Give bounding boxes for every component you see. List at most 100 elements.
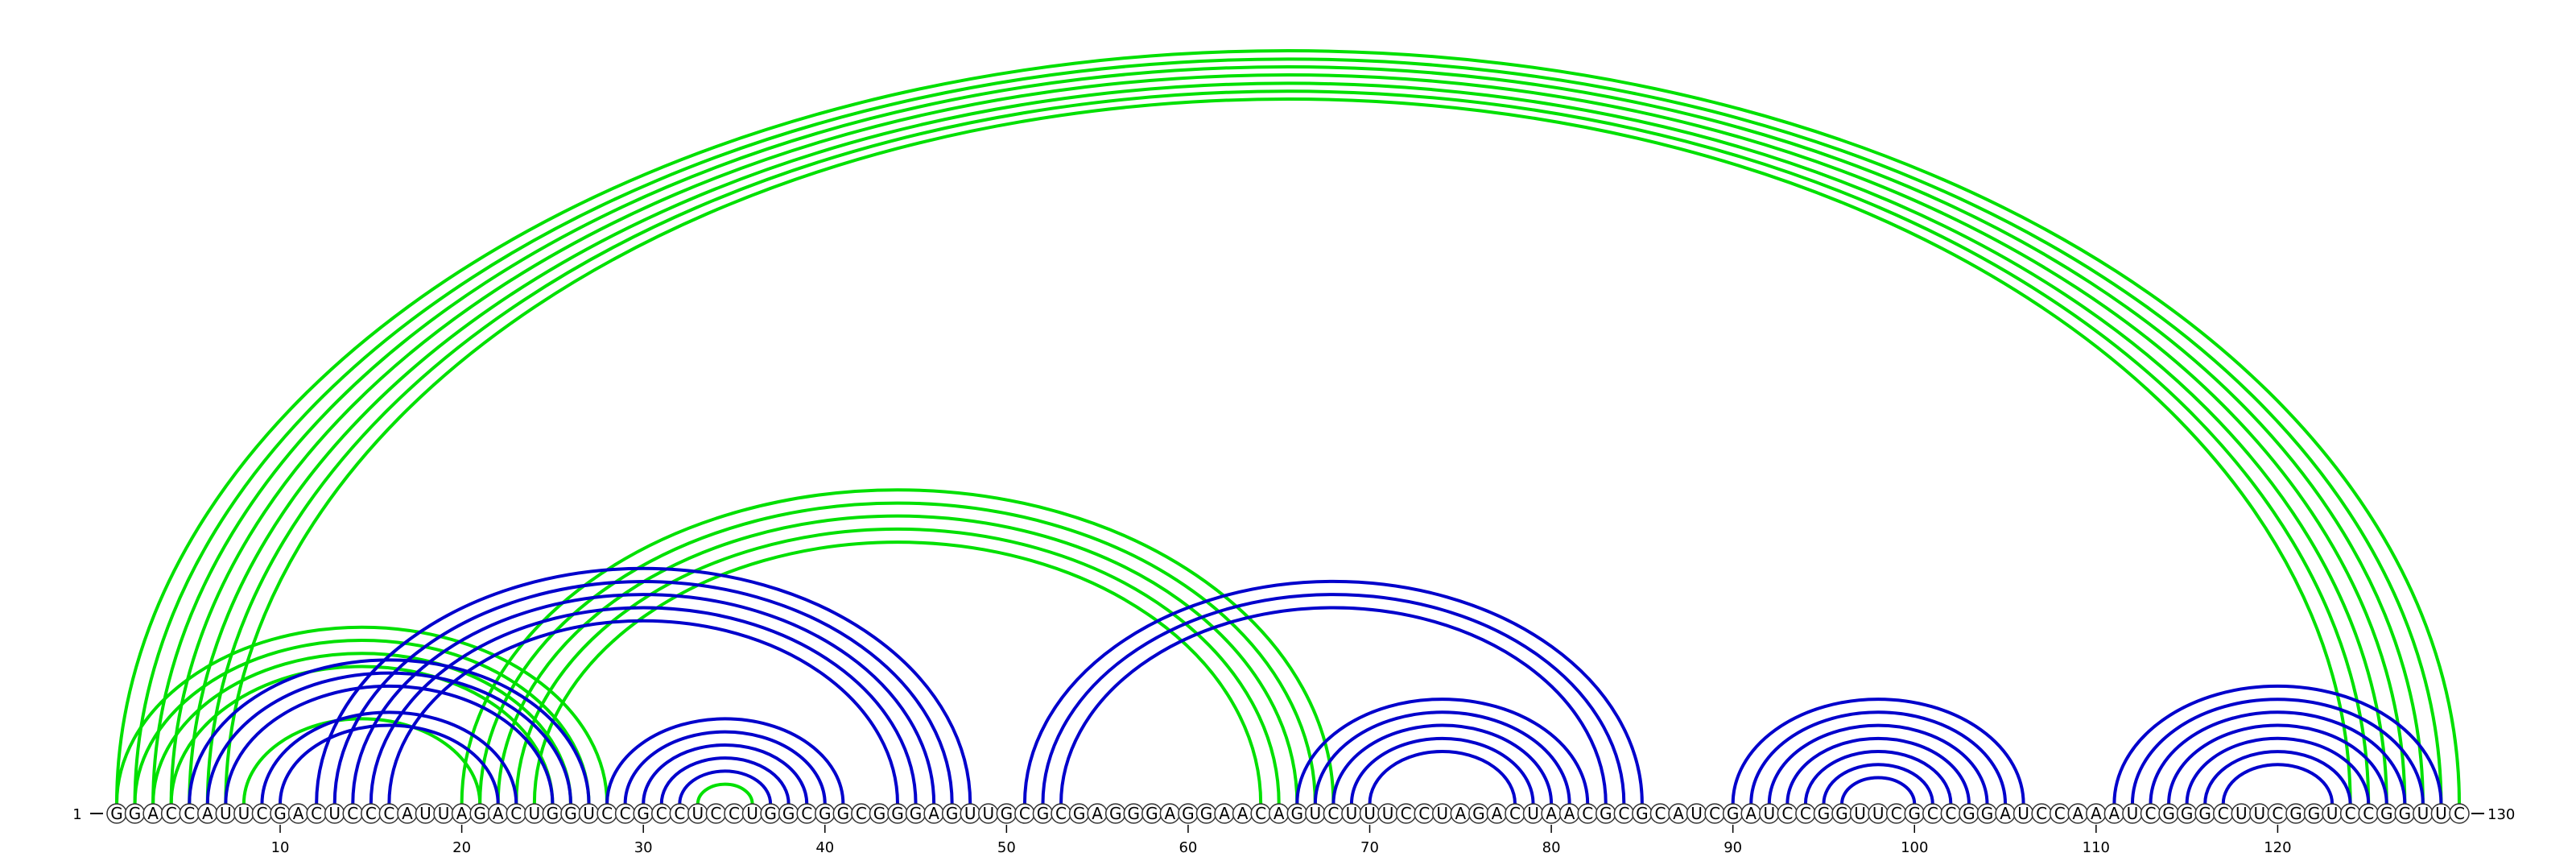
nucleotide-letter: C	[1654, 804, 1666, 823]
nucleotide-letter: G	[274, 804, 287, 823]
nucleotide-letter: C	[2145, 804, 2157, 823]
nucleotide-letter: G	[2198, 804, 2211, 823]
nucleotide-letter: C	[1945, 804, 1956, 823]
nucleotide-letter: G	[1109, 804, 1122, 823]
nucleotide-letter: G	[1472, 804, 1485, 823]
arc-blue_left-7-25	[224, 684, 555, 805]
nucleotide-letter: C	[601, 804, 613, 823]
nucleotide-letter: A	[1745, 804, 1757, 823]
arc-blue_cross-12-48	[315, 567, 972, 805]
nucleotide-letter: G	[1818, 804, 1831, 823]
arc-blue_h90-94-102	[1803, 750, 1953, 805]
nucleotide-letter: U	[220, 804, 232, 823]
nucleotide-letter: G	[637, 804, 650, 823]
nucleotide-letter: U	[1690, 804, 1703, 823]
arc-blue_left-9-23	[260, 710, 518, 805]
nucleotide-letter: G	[1146, 804, 1158, 823]
nucleotide-letter: U	[2326, 804, 2339, 823]
tick-label: 120	[2264, 839, 2291, 856]
arc-blue_cross-14-46	[351, 593, 936, 805]
arc-blue_h70-66-82	[1295, 698, 1590, 805]
nucleotide-letter: A	[1492, 804, 1503, 823]
nucleotide-letter: C	[856, 804, 867, 823]
nucleotide-letter: C	[1927, 804, 1938, 823]
nucleotide-letter: G	[129, 804, 142, 823]
nucleotide-letter: C	[1401, 804, 1412, 823]
arc-green_outer-3-128	[151, 64, 2425, 805]
nucleotide-letter: U	[1382, 804, 1394, 823]
nucleotide-letter: A	[402, 804, 413, 823]
arc-green_cross-22-66	[496, 514, 1299, 805]
nucleotide-letter: U	[1763, 804, 1775, 823]
arc-blue_small-31-38	[659, 756, 791, 805]
nucleotide-circle	[2449, 803, 2470, 824]
nucleotide-letter: G	[2162, 804, 2175, 823]
tick-label: 100	[1901, 839, 1928, 856]
nucleotide-letter: G	[782, 804, 795, 823]
nucleotide-letter: U	[2254, 804, 2266, 823]
nucleotide-letter: C	[2454, 804, 2465, 823]
tick-label: 30	[634, 839, 653, 856]
nucleotide-letter: C	[729, 804, 740, 823]
tick-label: 60	[1179, 839, 1197, 856]
arc-green_outer-5-126	[188, 82, 2388, 805]
arc-blue_small-30-39	[642, 743, 809, 805]
arc-green_mid-3-26	[151, 652, 572, 805]
arc-green_cross-21-67	[478, 501, 1317, 805]
nucleotide-letter: C	[1800, 804, 1811, 823]
tick-label: 70	[1360, 839, 1379, 856]
nucleotide-letter: G	[1600, 804, 1612, 823]
arc-blue_cross-15-45	[369, 606, 918, 805]
arc-blue_h120-117-123	[2221, 763, 2334, 805]
arc-blue_h70-70-78	[1368, 750, 1517, 805]
start-label: 1	[72, 806, 81, 823]
nucleotide-letter: U	[529, 804, 541, 823]
nucleotide-letter: G	[1636, 804, 1649, 823]
nucleotide-letter: A	[1673, 804, 1684, 823]
nucleotide-letter: U	[1436, 804, 1448, 823]
nucleotide-letter: U	[692, 804, 704, 823]
arc-blue_cross-13-47	[332, 580, 954, 805]
ticks-layer: 10 20 30 40 50 60 70 80 90 100 110 120	[271, 825, 2292, 856]
nucleotide-letter: C	[184, 804, 195, 823]
nucleotide-letter: U	[746, 804, 758, 823]
arc-blue_h70-67-81	[1313, 710, 1571, 805]
nucleotide-letter: G	[110, 804, 123, 823]
nucleotide-letter: C	[656, 804, 667, 823]
nucleotide-letter: A	[1165, 804, 1176, 823]
nucleotide-letter: C	[1709, 804, 1720, 823]
nucleotide-letter: G	[1909, 804, 1922, 823]
arc-green_outer-7-124	[224, 97, 2352, 805]
arc-green_mid-2-27	[133, 638, 591, 805]
arc-blue_right-51-85	[1025, 582, 1642, 804]
arc-blue_right-52-84	[1041, 593, 1626, 805]
nucleotide-letter: A	[1092, 804, 1103, 823]
arc-blue_h90-93-103	[1785, 737, 1971, 805]
nucleotide-letter: C	[365, 804, 377, 823]
nucleotide-letter: A	[1219, 804, 1230, 823]
nucleotide-letter: C	[510, 804, 522, 823]
nucleotide-letter: U	[2417, 804, 2429, 823]
nucleotide-letter: U	[2127, 804, 2139, 823]
nucleotide-letter: C	[1418, 804, 1430, 823]
nucleotide-letter: C	[1019, 804, 1030, 823]
arc-green_outer-1-130	[115, 49, 2461, 805]
nucleotide-letter: C	[1055, 804, 1067, 823]
arc-blue_left-5-27	[188, 658, 591, 805]
nucleotide-letter: G	[1128, 804, 1141, 823]
nucleotide-letter: C	[383, 804, 394, 823]
nucleotide-letter: A	[2000, 804, 2011, 823]
nucleotide-letter: A	[1546, 804, 1557, 823]
nucleotide-letter: C	[1781, 804, 1793, 823]
nucleotide-letter: G	[1073, 804, 1086, 823]
arc-blue_h120-116-124	[2203, 750, 2352, 805]
end-label: 130	[2487, 806, 2515, 823]
arc-blue_h90-90-106	[1731, 698, 2025, 805]
arc-blue_small-29-40	[623, 730, 827, 805]
nucleotide-letter: C	[2272, 804, 2283, 823]
arc-blue_h120-113-127	[2149, 710, 2407, 805]
nucleotide-letter: G	[837, 804, 850, 823]
nucleotide-letter: U	[438, 804, 450, 823]
nucleotide-letter: G	[1835, 804, 1848, 823]
